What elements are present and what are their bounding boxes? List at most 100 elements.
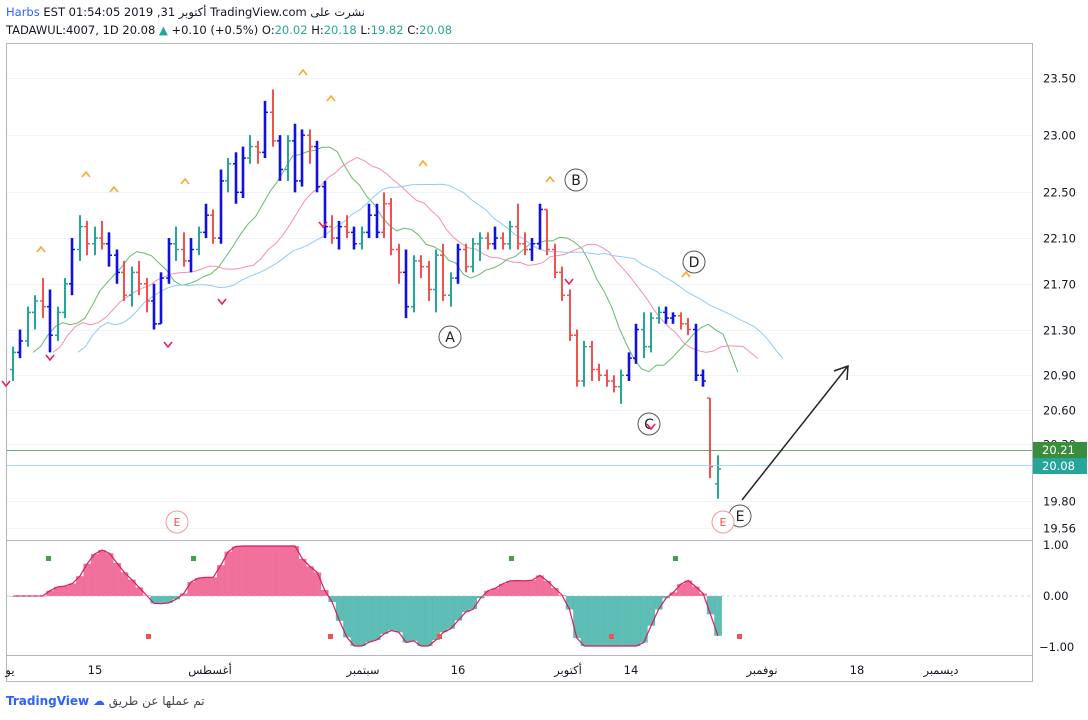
grid <box>7 78 1032 529</box>
oscillator-bar <box>506 580 515 596</box>
oscillator-bar <box>402 596 411 643</box>
low-value: 19.82 <box>370 23 404 37</box>
ohlc-bar <box>707 397 713 479</box>
ohlc-bar <box>633 323 639 364</box>
symbol-label: TADAWUL:4007, 1D <box>6 23 119 37</box>
price-tick: 21.30 <box>1043 324 1076 338</box>
oscillator-bar <box>543 580 552 596</box>
price-axis[interactable]: 23.50 23.00 22.50 22.10 21.70 21.30 20.90 20.60… <box>1043 72 1076 536</box>
ohlc-bar <box>173 226 179 261</box>
oscillator-bar <box>677 584 685 596</box>
ohlc-bar <box>69 238 75 296</box>
oscillator-bar <box>298 558 307 596</box>
oscillator-bar <box>313 572 322 596</box>
oscillator-bar <box>565 596 574 610</box>
time-tick: 14 <box>624 663 639 677</box>
wave-label-d[interactable]: D <box>682 250 706 274</box>
oscillator-signal-dots <box>46 556 742 639</box>
indicator-tick-minus1: −1.00 <box>1039 640 1074 654</box>
ohlc-bar <box>17 329 23 359</box>
last-price: 20.08 <box>122 23 156 37</box>
oscillator-bar <box>343 596 351 638</box>
ohlc-bar <box>270 89 276 147</box>
oscillator-bar <box>484 590 492 596</box>
caret-down-icon <box>217 298 227 306</box>
ohlc-bar <box>262 100 268 159</box>
ohlc-bar <box>440 243 446 301</box>
oscillator-bar <box>424 596 433 646</box>
ohlc-bar <box>277 135 283 181</box>
ohlc-bar <box>396 243 402 284</box>
oscillator-bar <box>231 546 240 596</box>
oscillator-bar <box>513 580 522 596</box>
author-name[interactable]: Harbs <box>6 5 40 19</box>
oscillator-bar <box>61 586 69 596</box>
momentum-oscillator <box>7 545 1032 647</box>
oscillator-bar <box>328 596 337 602</box>
ohlc-bar <box>203 203 209 239</box>
ohlc-bars <box>10 89 721 499</box>
oscillator-bar <box>632 596 641 646</box>
oscillator-bar <box>76 576 84 596</box>
time-axis[interactable]: يو 15 أغسطس سبتمبر 16 أكتوبر 14 نوفمبر 1… <box>4 662 958 678</box>
ohlc-bar <box>381 192 387 239</box>
wave-label-b-text: B <box>571 173 581 189</box>
ohlc-bar <box>574 329 580 387</box>
time-axis-frame <box>6 655 1033 682</box>
wave-label-a[interactable]: A <box>438 325 462 349</box>
ohlc-bar <box>552 243 558 279</box>
ohlc-bar <box>626 352 632 381</box>
oscillator-bar <box>209 577 218 596</box>
oscillator-bar <box>165 596 173 603</box>
oscillator-bar <box>439 596 448 633</box>
wave-label-d-text: D <box>689 255 700 271</box>
wave-label-b[interactable]: B <box>564 168 588 192</box>
caret-down-icon <box>318 221 328 229</box>
oscillator-bar <box>499 583 507 596</box>
event-marker-2[interactable]: E <box>711 510 735 534</box>
oscillator-bar <box>595 596 604 646</box>
ohlc-bar <box>181 232 187 267</box>
tradingview-logo[interactable]: TradingView <box>6 694 90 708</box>
event-marker-1[interactable]: E <box>165 510 189 534</box>
ohlc-bar <box>567 289 573 341</box>
wave-label-e-text: E <box>736 509 745 525</box>
caret-down-icon <box>45 354 55 362</box>
sell-dot-icon <box>437 634 442 639</box>
price-tick: 19.56 <box>1043 522 1076 536</box>
oscillator-bar <box>550 588 559 596</box>
oscillator-bar <box>647 596 656 626</box>
oscillator-bar <box>521 580 529 596</box>
oscillator-bar <box>276 546 285 596</box>
oscillator-bar <box>610 596 618 646</box>
sma-slow-line <box>77 183 784 359</box>
wave-label-c[interactable]: C <box>637 412 661 436</box>
oscillator-bar <box>90 554 99 596</box>
oscillator-bar <box>602 596 611 646</box>
sell-dot-icon <box>146 634 151 639</box>
oscillator-bar <box>640 596 648 643</box>
ohlc-bar <box>611 375 617 393</box>
oscillator-bar <box>387 596 396 631</box>
trend-arrow[interactable] <box>741 365 849 501</box>
oscillator-bar <box>662 596 670 599</box>
oscillator-bar <box>269 546 277 596</box>
oscillator-bar <box>68 583 77 596</box>
indicator-tick-0: 0.00 <box>1043 589 1069 603</box>
oscillator-bar <box>150 596 158 604</box>
time-tick: أكتوبر <box>553 662 582 678</box>
caret-up-icon <box>418 159 428 167</box>
oscillator-bar <box>706 596 715 615</box>
ohlc-bar <box>418 255 424 279</box>
ohlc-bar <box>448 272 454 307</box>
open-label: O: <box>261 23 275 37</box>
ohlc-bar <box>374 203 380 239</box>
footer-text: تم عملها عن طريق <box>108 694 205 708</box>
ohlc-bar <box>25 306 31 347</box>
ohlc-bar <box>485 232 491 250</box>
ohlc-bar <box>47 289 53 353</box>
ohlc-bar <box>470 238 476 273</box>
ohlc-bar <box>129 266 135 307</box>
ohlc-bar <box>106 232 112 267</box>
